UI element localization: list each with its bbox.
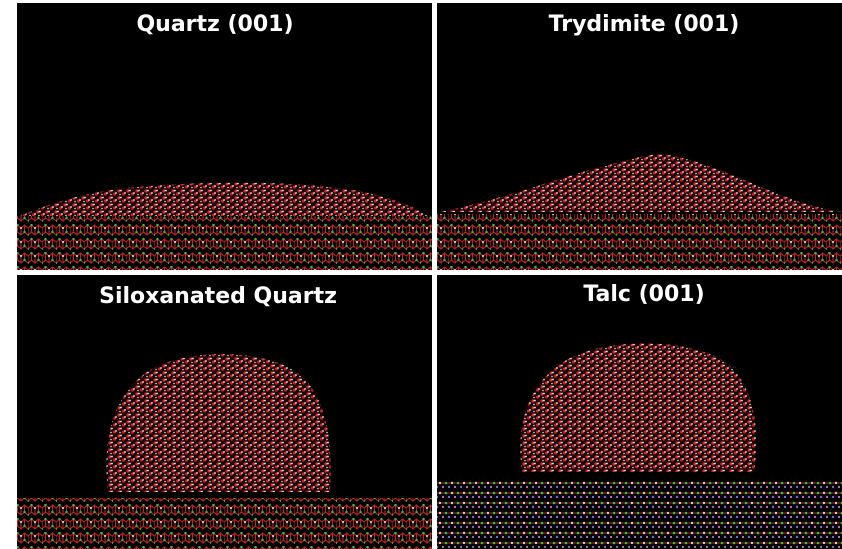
- panel: Quartz (001): [17, 3, 432, 270]
- panel: Trydimite (001): [437, 3, 842, 270]
- panel-title: Talc (001): [583, 282, 704, 307]
- figure: Quartz (001) Trydimite (001) Siloxanated…: [0, 0, 842, 549]
- substrate: [17, 216, 432, 270]
- substrate: [437, 214, 842, 270]
- substrate: [17, 498, 432, 549]
- panel-title: Siloxanated Quartz: [99, 284, 337, 309]
- panel-title: Quartz (001): [136, 12, 293, 37]
- page: {"panels": [{"title": "Quartz (001)"}, {…: [0, 0, 842, 549]
- panel-title: Trydimite (001): [549, 12, 740, 37]
- panel: Talc (001): [437, 275, 842, 549]
- substrate: [437, 478, 842, 549]
- panel: Siloxanated Quartz: [17, 275, 432, 549]
